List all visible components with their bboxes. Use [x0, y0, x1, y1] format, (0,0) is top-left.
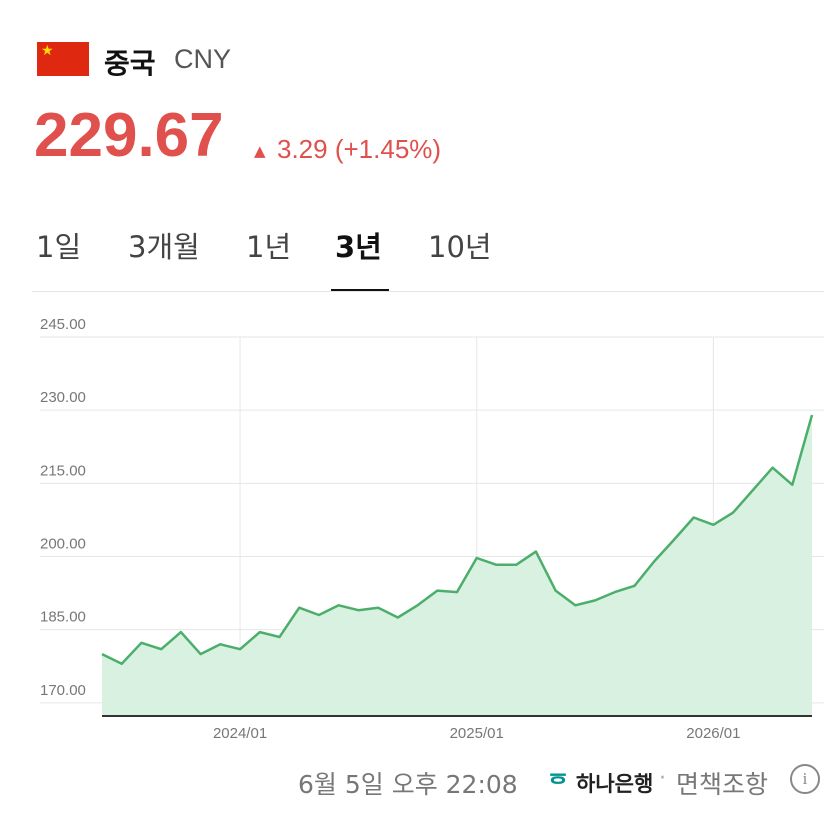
disclaimer[interactable]: 면책조항	[676, 770, 769, 799]
bank-logo: ᅙ	[547, 770, 570, 798]
tab[interactable]: 3개월	[128, 230, 200, 264]
tab[interactable]: 1일	[36, 230, 82, 264]
change-arrow: ▲	[254, 142, 266, 160]
area	[102, 415, 812, 716]
y-tick-label: 170.00	[40, 682, 86, 699]
y-tick-label: 230.00	[40, 389, 86, 406]
line	[101, 414, 814, 666]
bank: 하나은행	[576, 772, 654, 796]
currency: CNY	[174, 44, 232, 74]
info-icon[interactable]: i	[790, 764, 820, 794]
timestamp: 6월 5일 오후 22:08	[298, 770, 518, 799]
y-tick-label: 245.00	[40, 316, 86, 333]
x-tick-label: 2026/01	[686, 725, 740, 742]
price: 229.67	[34, 101, 224, 170]
tab[interactable]: 3년	[335, 230, 382, 264]
y-tick-label: 215.00	[40, 462, 86, 479]
y-tick-label: 200.00	[40, 535, 86, 552]
x-tick-label: 2025/01	[450, 725, 504, 742]
x-tick-label: 2024/01	[213, 725, 267, 742]
tab-underline	[331, 289, 389, 291]
tab-separator	[32, 291, 824, 292]
tab[interactable]: 10년	[428, 230, 492, 264]
flag: ★	[37, 42, 89, 76]
tab[interactable]: 1년	[246, 230, 292, 264]
change: 3.29 (+1.45%)	[277, 134, 442, 164]
dot: ·	[659, 766, 666, 791]
y-tick-label: 185.00	[40, 609, 86, 626]
country: 중국	[104, 47, 156, 80]
